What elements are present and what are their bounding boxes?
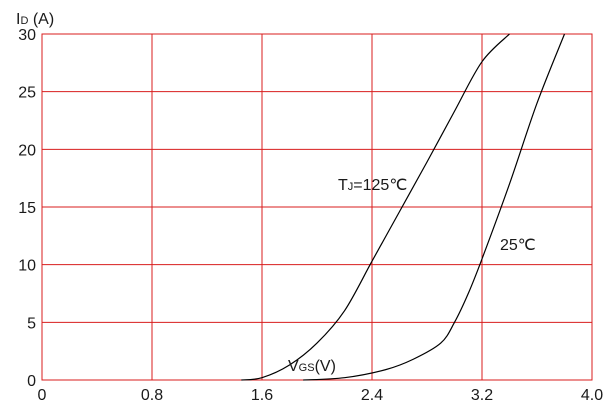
y-tick-label: 0 [27, 373, 36, 390]
x-tick-label: 1.6 [251, 387, 273, 404]
y-axis-label: ID (A) [16, 11, 54, 28]
series-line-25c [303, 33, 566, 381]
y-tick-label: 15 [18, 200, 36, 217]
series-label-tj125: TJ=125℃ [338, 177, 407, 194]
series-label-25c: 25℃ [500, 237, 536, 254]
y-tick-label: 10 [18, 258, 36, 275]
x-tick-label: 3.2 [471, 387, 493, 404]
y-tick-label: 20 [18, 142, 36, 159]
y-tick-label: 5 [27, 315, 36, 332]
y-tick-label: 30 [18, 27, 36, 44]
curves [241, 33, 566, 381]
y-tick-label: 25 [18, 85, 36, 102]
x-tick-label: 0 [38, 387, 47, 404]
x-tick-label: 4.0 [581, 387, 603, 404]
x-tick-label: 2.4 [361, 387, 383, 404]
series-line-tj125 [241, 33, 510, 381]
x-axis-label: VGS(V) [288, 358, 336, 375]
grid [41, 33, 593, 381]
tick-labels: 0 0.8 1.6 2.4 3.2 4.0 0 5 10 15 20 25 30 [18, 27, 603, 404]
x-tick-label: 0.8 [141, 387, 163, 404]
